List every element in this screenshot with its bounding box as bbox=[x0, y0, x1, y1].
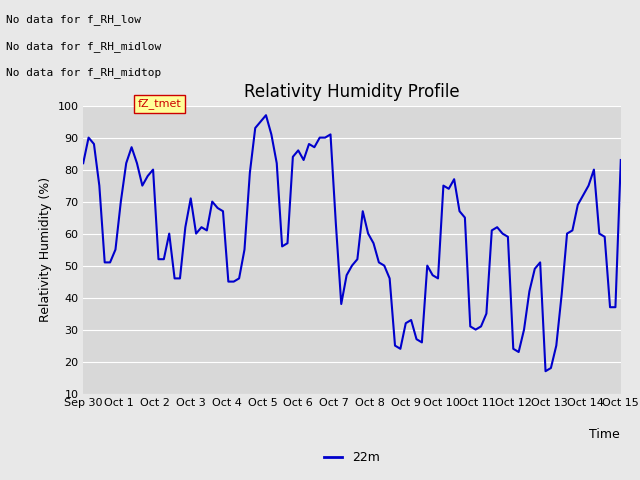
Y-axis label: Relativity Humidity (%): Relativity Humidity (%) bbox=[39, 177, 52, 322]
X-axis label: Time: Time bbox=[589, 428, 620, 441]
Text: No data for f_RH_low: No data for f_RH_low bbox=[6, 14, 141, 25]
Title: Relativity Humidity Profile: Relativity Humidity Profile bbox=[244, 83, 460, 101]
Text: fZ_tmet: fZ_tmet bbox=[138, 98, 181, 109]
Text: No data for f_RH_midtop: No data for f_RH_midtop bbox=[6, 67, 162, 78]
Legend: 22m: 22m bbox=[319, 446, 385, 469]
Text: No data for f̲RH̲midlow: No data for f̲RH̲midlow bbox=[6, 41, 162, 52]
